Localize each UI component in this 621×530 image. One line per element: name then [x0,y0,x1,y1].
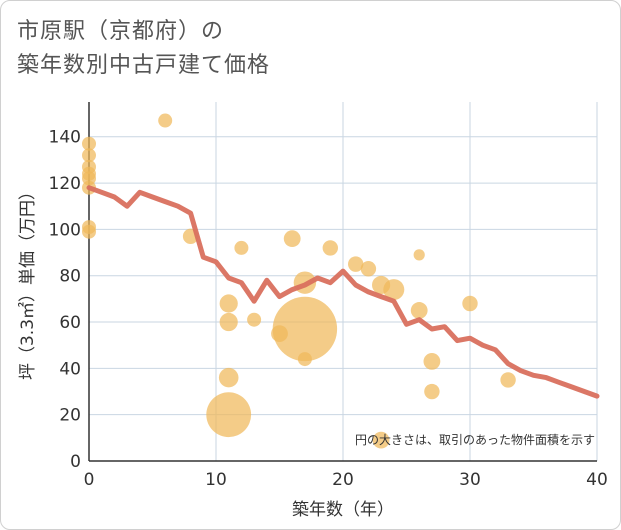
chart-note: 円の大きさは、取引のあった物件面積を示す [355,432,595,447]
y-tick-label: 100 [49,220,81,240]
y-tick-label: 40 [59,359,81,379]
data-point [413,249,425,261]
data-point [462,295,478,312]
data-point [82,136,96,151]
x-tick-label: 10 [205,470,227,490]
data-point [82,224,96,239]
data-point [219,294,238,313]
y-tick-label: 140 [49,128,81,148]
data-point [218,367,239,388]
chart-title-line2: 築年数別中古戸建て価格 [17,53,271,78]
x-axis-title: 築年数（年） [292,500,394,520]
data-point [272,296,338,362]
y-tick-label: 20 [59,406,81,426]
y-tick-label: 60 [59,313,81,333]
data-point [348,256,364,272]
data-point [360,261,377,277]
data-point [500,372,516,388]
data-point [219,312,238,332]
data-point [423,353,441,370]
data-point [206,392,252,438]
data-point [283,230,301,248]
x-tick-label: 40 [586,470,608,490]
y-tick-label: 0 [70,452,81,472]
x-tick-label: 30 [459,470,481,490]
data-point [82,148,96,163]
chart-title-line1: 市原駅（京都府）の [17,19,225,44]
data-point [247,312,262,327]
x-tick-label: 20 [332,470,354,490]
data-point [158,113,173,128]
y-tick-label: 80 [59,267,81,287]
data-point [322,240,338,256]
chart-title: 市原駅（京都府）の 築年数別中古戸建て価格 [17,15,270,83]
data-point [410,302,428,319]
data-point [234,240,249,255]
data-point [372,431,390,449]
trend-line [86,185,600,399]
y-tick-label: 120 [49,174,81,194]
x-tick-label: 0 [84,470,95,490]
data-point [383,279,405,301]
data-point [297,352,312,367]
data-point [424,383,440,400]
y-axis-title: 坪（3.3㎡）単価（万円） [18,183,38,380]
